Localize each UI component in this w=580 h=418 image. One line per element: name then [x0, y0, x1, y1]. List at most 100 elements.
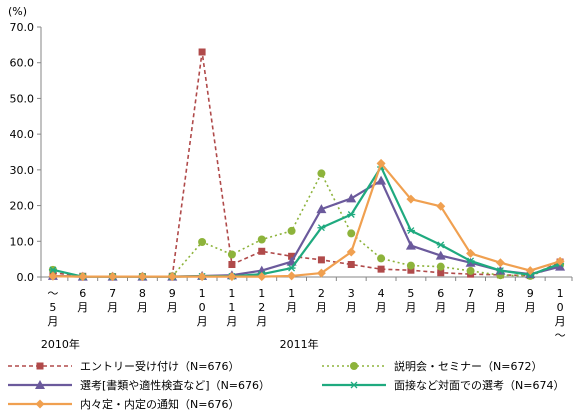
y-axis: 0.0 10.0 20.0 30.0 40.0 50.0 60.0 70.0: [10, 21, 42, 284]
y-tick-label: 40.0: [10, 128, 35, 141]
data-point-3-10: [316, 204, 327, 214]
data-point-4-16: [496, 267, 505, 275]
data-point-5-14: [436, 201, 446, 211]
legend-item-2: 説明会・セミナー（N=672）: [322, 359, 542, 373]
y-axis-unit-label: (%): [8, 5, 27, 18]
data-point-1-11: [347, 261, 355, 268]
y-tick-label: 60.0: [10, 57, 35, 70]
data-point-5-16: [495, 258, 505, 268]
data-point-5-6: [197, 272, 207, 282]
series-line-3: [52, 179, 561, 278]
series-4: [48, 163, 565, 281]
legend-label: 内々定・内定の通知（N=676）: [80, 397, 239, 411]
series-2: [48, 169, 565, 281]
x-tick-label: 1 0 月～: [555, 287, 566, 342]
data-point-2-6: [198, 238, 207, 246]
legend-label: 面接など対面での選考（N=674）: [394, 378, 564, 392]
legend-label: エントリー受け付け（N=676）: [80, 360, 239, 373]
x-axis: ～ 5 月 6 月 7 月 8 月 9 月 1 0 月 1 1 月 1 2 月 1 月 2 月 3 月 4 月 5 月 6 月 7 月 8 月 9 月 1 0…: [40, 276, 573, 351]
data-point-5-10: [316, 268, 326, 278]
legend-item-4: 面接など対面での選考（N=674）: [322, 378, 564, 392]
data-point-3-18: [555, 261, 566, 271]
data-point-5-7: [227, 272, 237, 282]
data-point-2-12: [377, 254, 386, 263]
data-point-legend-5: [35, 399, 45, 409]
series-line-4: [52, 165, 561, 278]
data-point-2-15: [466, 266, 475, 275]
y-tick-label: 20.0: [10, 200, 35, 213]
data-point-3-14: [435, 250, 446, 260]
data-point-1-8: [258, 247, 266, 255]
legend-item-5: 内々定・内定の通知（N=676）: [8, 397, 239, 411]
y-tick-label: 0.0: [17, 271, 35, 284]
legend: エントリー受け付け（N=676） 説明会・セミナー（N=672） 選考[書類や適性検…: [8, 359, 564, 411]
year-label: 2011年: [280, 337, 319, 351]
data-point-4-1: [48, 266, 57, 274]
series-1: [49, 48, 564, 281]
data-point-legend-3: [35, 380, 45, 389]
year-label: 2010年: [41, 337, 80, 351]
data-point-2-10: [317, 169, 326, 178]
y-tick-label: 50.0: [10, 92, 35, 105]
series-line-2: [52, 172, 561, 278]
data-point-5-9: [287, 271, 297, 281]
data-point-legend-4: [350, 381, 358, 389]
data-point-5-8: [257, 272, 267, 282]
data-point-4-11: [347, 211, 356, 218]
data-point-3-11: [346, 193, 357, 203]
series-3: [47, 175, 566, 281]
data-point-5-1: [48, 271, 58, 281]
series-line-5: [52, 162, 561, 278]
data-point-5-17: [525, 266, 535, 276]
series-line-1: [52, 51, 561, 278]
x-tick-label: ～ 5 月: [47, 287, 58, 328]
data-point-1-14: [437, 269, 445, 277]
legend-label: 説明会・セミナー（N=672）: [394, 359, 542, 373]
data-point-2-7: [227, 250, 236, 259]
data-point-4-14: [436, 241, 445, 249]
legend-label: 選考[書類や適性検査など]（N=676）: [80, 378, 270, 392]
data-point-4-9: [287, 264, 296, 272]
data-point-2-13: [406, 261, 415, 270]
series-5: [48, 158, 565, 282]
data-point-2-8: [257, 235, 266, 244]
data-point-5-13: [406, 194, 416, 204]
data-point-4-13: [406, 227, 415, 235]
data-point-5-12: [376, 158, 386, 168]
data-point-5-11: [346, 247, 356, 257]
data-point-3-15: [465, 257, 476, 267]
data-point-5-15: [466, 248, 476, 258]
data-point-legend-1: [36, 362, 44, 370]
data-point-1-6: [198, 48, 206, 56]
data-point-1-7: [228, 261, 236, 268]
data-point-1-10: [317, 256, 325, 264]
data-point-5-18: [555, 256, 565, 266]
legend-item-3: 選考[書類や適性検査など]（N=676）: [8, 378, 270, 392]
y-tick-label: 70.0: [10, 21, 35, 34]
data-point-5-3: [108, 272, 118, 282]
data-point-1-9: [288, 252, 296, 260]
series-layer: [47, 48, 566, 282]
data-point-2-9: [287, 226, 296, 235]
data-point-1-13: [407, 266, 415, 274]
data-point-5-5: [167, 272, 177, 282]
legend-item-1: エントリー受け付け（N=676）: [8, 360, 239, 373]
data-point-5-2: [78, 272, 88, 282]
data-point-2-14: [436, 262, 445, 271]
